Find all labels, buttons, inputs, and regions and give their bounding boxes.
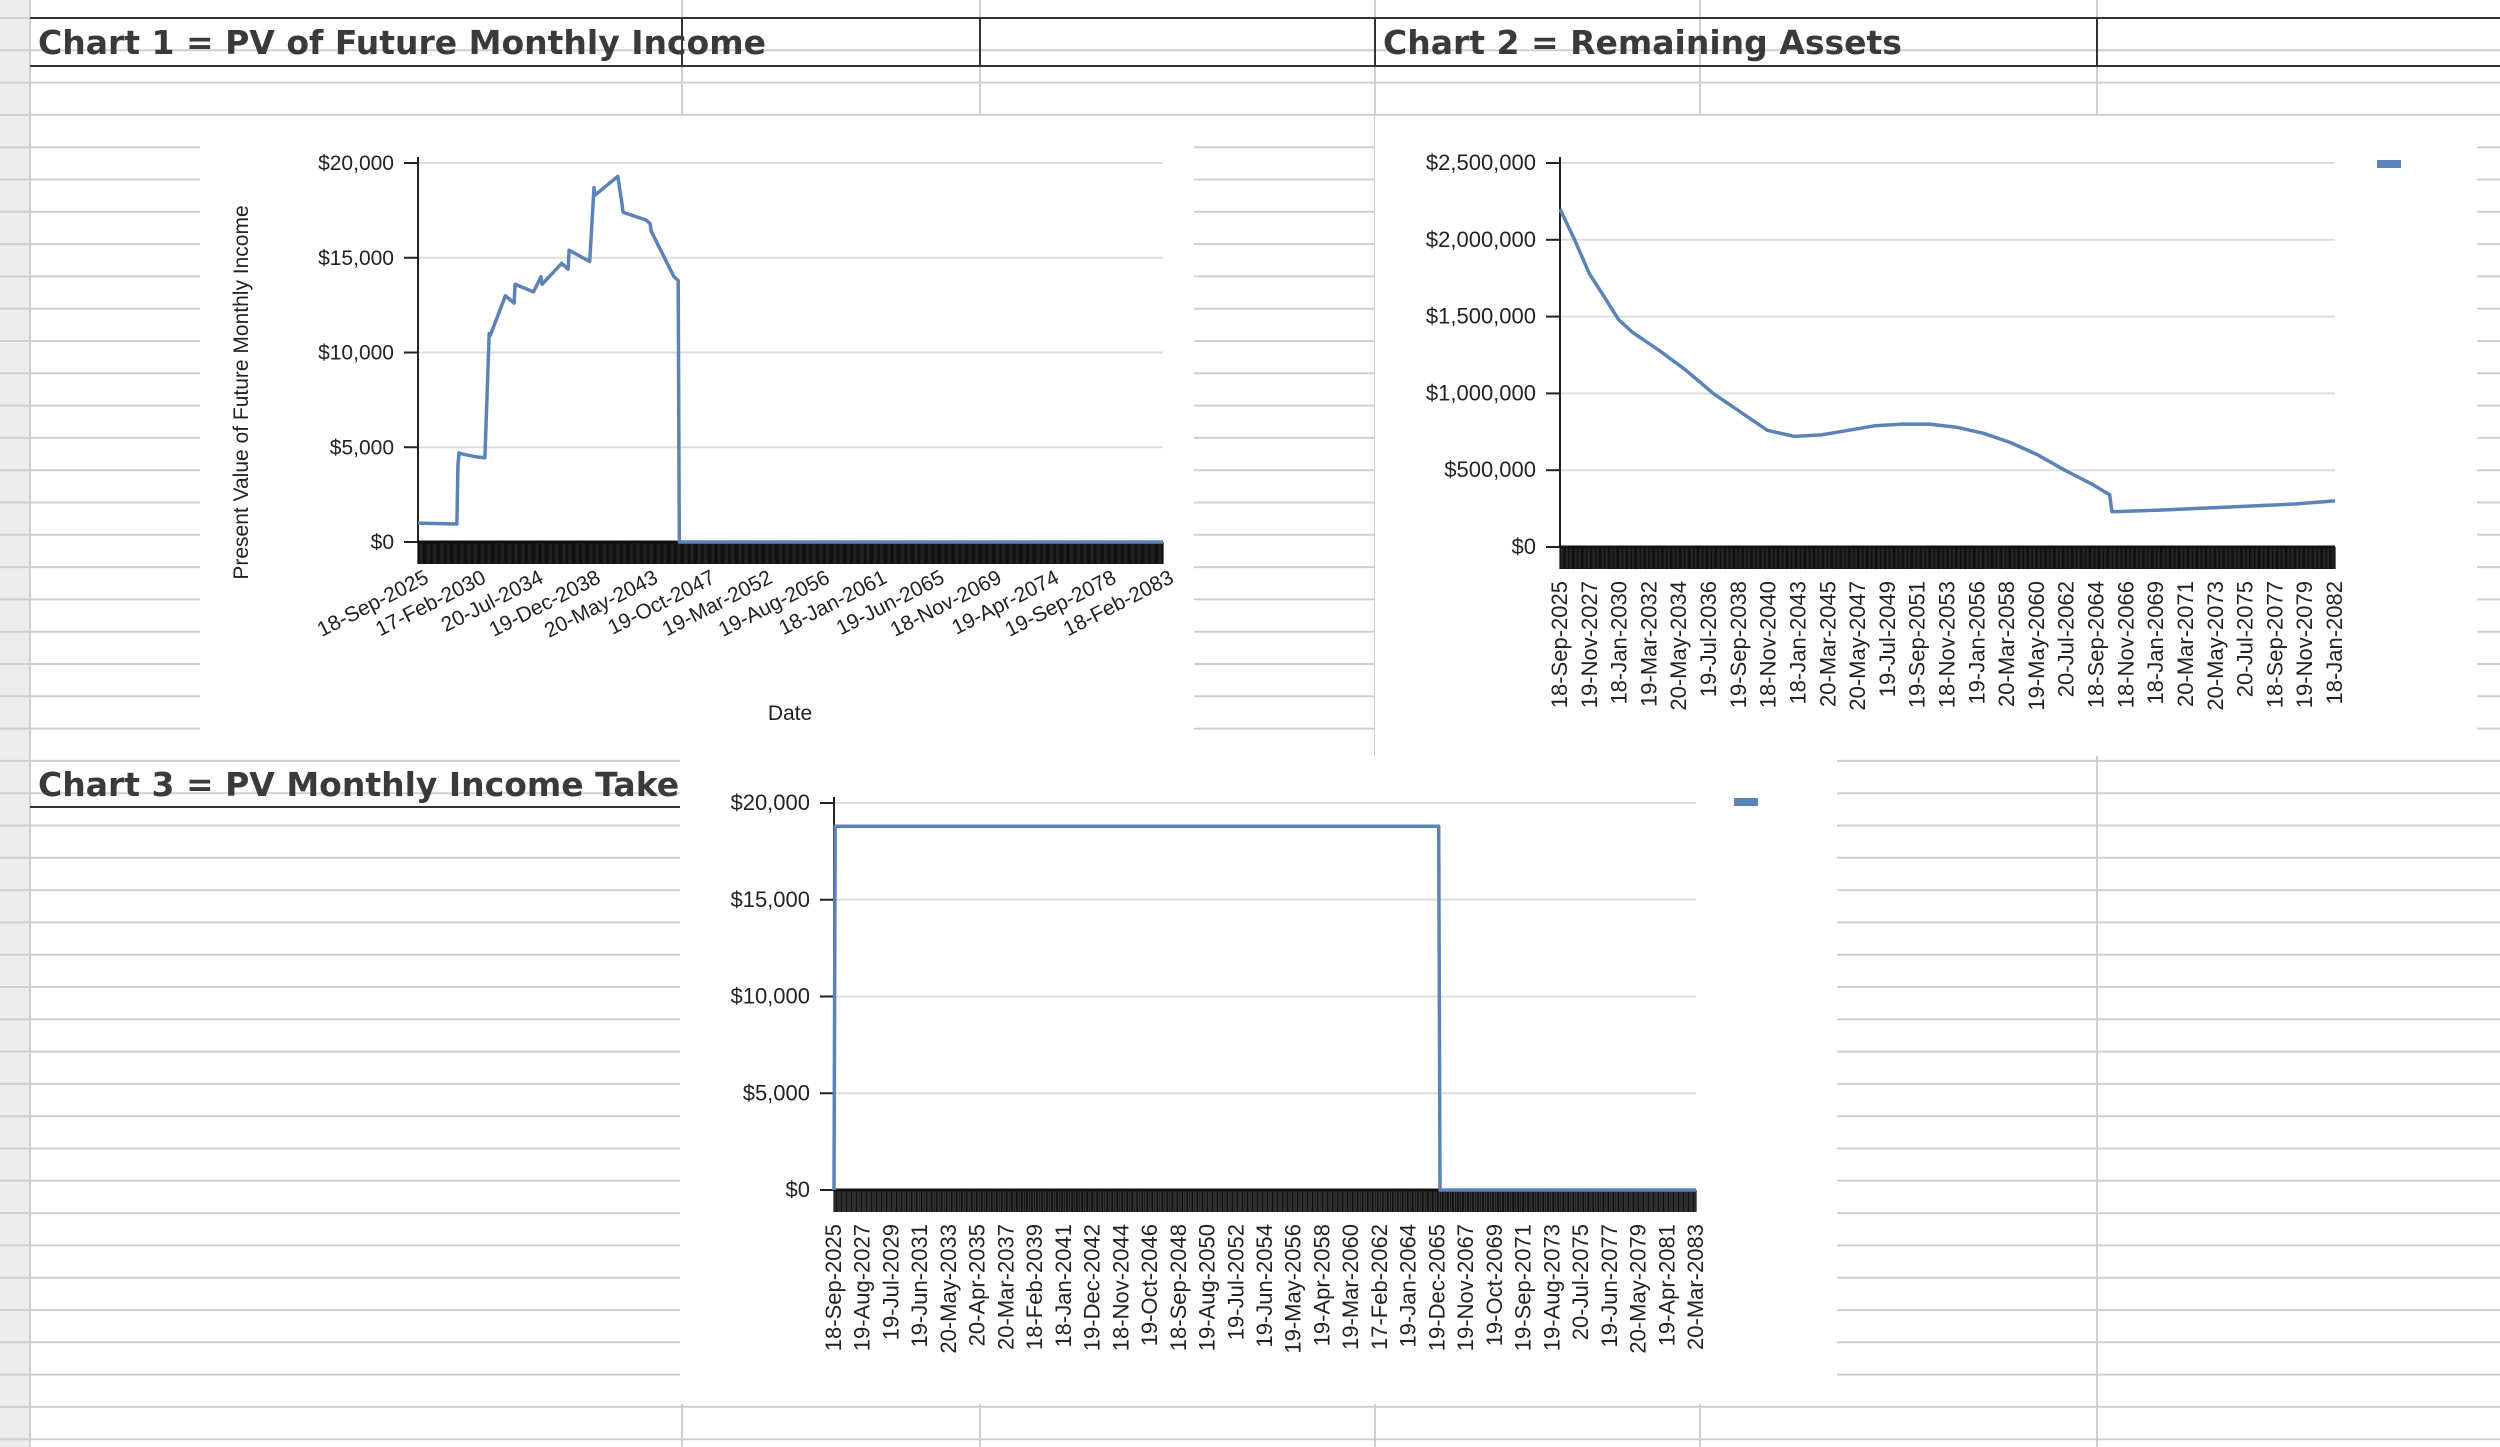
chart3-legend-swatch [1734,798,1758,806]
chart3-x-tick-label: 19-Jun-2054 [1252,1224,1277,1348]
chart3-x-tick-label: 19-Nov-2067 [1453,1224,1478,1351]
chart3-x-tick-label: 20-Mar-2083 [1683,1224,1708,1350]
chart2-title-cell[interactable]: Chart 2 = Remaining Assets [1383,23,1902,62]
chart2-x-tick-label: 19-Jul-2036 [1696,581,1721,697]
chart2-x-tick-label: 18-Jan-2030 [1607,581,1632,705]
chart2-y-tick-label: $2,500,000 [1426,150,1536,175]
chart3-x-tick-label: 19-Jun-2031 [907,1224,932,1348]
chart1-y-tick-label: $15,000 [318,247,394,270]
chart2-x-tick-label: 18-Jan-2069 [2143,581,2168,705]
chart1-y-tick-label: $0 [371,531,394,554]
chart3-y-tick-label: $20,000 [730,790,810,815]
chart2-x-tick-label: 18-Jan-2043 [1785,581,1810,705]
chart3-x-tick-label: 19-Aug-2073 [1539,1224,1564,1351]
chart2-x-tick-label: 18-Nov-2040 [1756,581,1781,708]
row-header-gutter [0,0,30,1447]
chart3-title-cell[interactable]: Chart 3 = PV Monthly Income Taken [38,765,703,804]
chart2-x-tick-label: 19-Mar-2032 [1636,581,1661,707]
chart3-x-tick-label: 19-Sep-2071 [1511,1224,1536,1351]
chart1-title-cell[interactable]: Chart 1 = PV of Future Monthly Income [38,23,766,62]
chart3-y-tick-label: $5,000 [743,1080,810,1105]
chart3-x-tick-label: 19-Dec-2065 [1424,1224,1449,1351]
chart1-panel[interactable]: $0 $5,000 $10,000 $15,000 $20,000 18-Sep-2025… [200,116,1194,756]
chart3-x-tick-label: 19-Oct-2046 [1137,1224,1162,1346]
chart3-x-tick-label: 19-Jul-2052 [1223,1224,1248,1340]
chart3-panel[interactable]: $0 $5,000 $10,000 $15,000 $20,000 18-Sep-2025… [680,756,1837,1404]
chart2-series-line [1558,208,2336,514]
chart3-x-tick-label: 19-May-2056 [1281,1224,1306,1354]
chart1-svg: $0$5,000$10,000$15,000$20,00018-Sep-2025… [230,152,1177,725]
chart3-x-tick-label: 18-Sep-2048 [1166,1224,1191,1351]
chart3-x-tick-label: 20-Apr-2035 [965,1224,990,1346]
chart3-x-tick-label: 19-Aug-2050 [1195,1224,1220,1351]
chart3-x-tick-label: 17-Feb-2062 [1367,1224,1392,1350]
chart3-x-tick-label: 20-Jul-2075 [1568,1224,1593,1340]
chart3-series-line [832,824,1696,1192]
chart2-x-tick-label: 20-Mar-2045 [1815,581,1840,707]
chart3-x-tick-label: 19-Jan-2064 [1396,1224,1421,1348]
chart2-x-tick-label: 19-Sep-2038 [1726,581,1751,708]
chart2-y-tick-label: $500,000 [1444,457,1536,482]
chart1-y-tick-label: $5,000 [330,436,394,459]
chart2-x-tick-label: 19-Jan-2056 [1964,581,1989,705]
chart3-x-tick-label: 18-Feb-2039 [1022,1224,1047,1350]
chart2-svg: $0 $500,000 $1,000,000 $1,500,000 $2,000,000… [1426,150,2401,711]
chart3-x-tick-label: 19-Jun-2077 [1597,1224,1622,1348]
chart2-legend-swatch [2377,160,2401,168]
chart3-y-tick-label: $10,000 [730,984,810,1009]
chart2-x-tick-label: 19-May-2060 [2024,581,2049,711]
chart2-x-tick-label: 20-Mar-2058 [1994,581,2019,707]
chart2-x-tick-label: 18-Jan-2082 [2322,581,2347,705]
chart2-x-tick-label: 18-Sep-2077 [2262,581,2287,708]
chart3-y-tick-label: $0 [786,1177,810,1202]
chart2-x-tick-label: 18-Sep-2025 [1547,581,1572,708]
chart2-y-tick-label: $2,000,000 [1426,227,1536,252]
chart3-x-tick-label: 19-Apr-2058 [1309,1224,1334,1346]
chart2-x-tick-label: 18-Nov-2066 [2113,581,2138,708]
chart2-x-tick-label: 20-May-2047 [1845,581,1870,711]
chart3-x-tick-label: 18-Jan-2041 [1051,1224,1076,1348]
chart1-y-tick-label: $20,000 [318,152,394,175]
chart2-x-tick-label: 19-Nov-2079 [2292,581,2317,708]
chart2-x-tick-label: 20-May-2034 [1666,581,1691,711]
chart3-x-tick-label: 19-Oct-2069 [1482,1224,1507,1346]
chart2-x-tick-label: 20-Jul-2062 [2054,581,2079,697]
chart2-x-tick-label: 19-Sep-2051 [1905,581,1930,708]
chart3-y-tick-label: $15,000 [730,887,810,912]
chart3-x-tick-label: 18-Nov-2044 [1108,1224,1133,1351]
chart1-x-axis-title: Date [768,702,812,725]
chart2-x-tick-label: 20-Mar-2071 [2173,581,2198,707]
chart2-panel[interactable]: $0 $500,000 $1,000,000 $1,500,000 $2,000,000… [1375,116,2477,756]
chart3-x-tick-label: 19-Jul-2029 [878,1224,903,1340]
chart3-x-tick-label: 20-Mar-2037 [993,1224,1018,1350]
chart1-y-tick-label: $10,000 [318,342,394,365]
chart3-x-tick-label: 20-May-2033 [936,1224,961,1354]
chart2-y-tick-label: $1,000,000 [1426,380,1536,405]
chart2-y-tick-label: $0 [1512,534,1536,559]
chart3-x-tick-label: 19-Aug-2027 [850,1224,875,1351]
chart2-x-tick-label: 18-Nov-2053 [1935,581,1960,708]
chart1-y-axis-title: Present Value of Future Monthly Income [230,205,253,579]
chart2-x-tick-label: 20-May-2073 [2203,581,2228,711]
chart3-x-tick-label: 19-Mar-2060 [1338,1224,1363,1350]
chart2-x-tick-label: 19-Nov-2027 [1577,581,1602,708]
chart3-svg: $0 $5,000 $10,000 $15,000 $20,000 18-Sep-2025… [730,790,1758,1354]
chart2-y-tick-label: $1,500,000 [1426,304,1536,329]
chart2-x-tick-label: 20-Jul-2075 [2233,581,2258,697]
chart3-x-tick-label: 19-Dec-2042 [1080,1224,1105,1351]
chart2-x-tick-label: 18-Sep-2064 [2084,581,2109,708]
chart1-series-line [417,174,1163,544]
chart3-x-tick-label: 19-Apr-2081 [1654,1224,1679,1346]
chart2-x-tick-label: 19-Jul-2049 [1875,581,1900,697]
chart3-x-tick-label: 20-May-2079 [1626,1224,1651,1354]
chart3-x-tick-label: 18-Sep-2025 [821,1224,846,1351]
